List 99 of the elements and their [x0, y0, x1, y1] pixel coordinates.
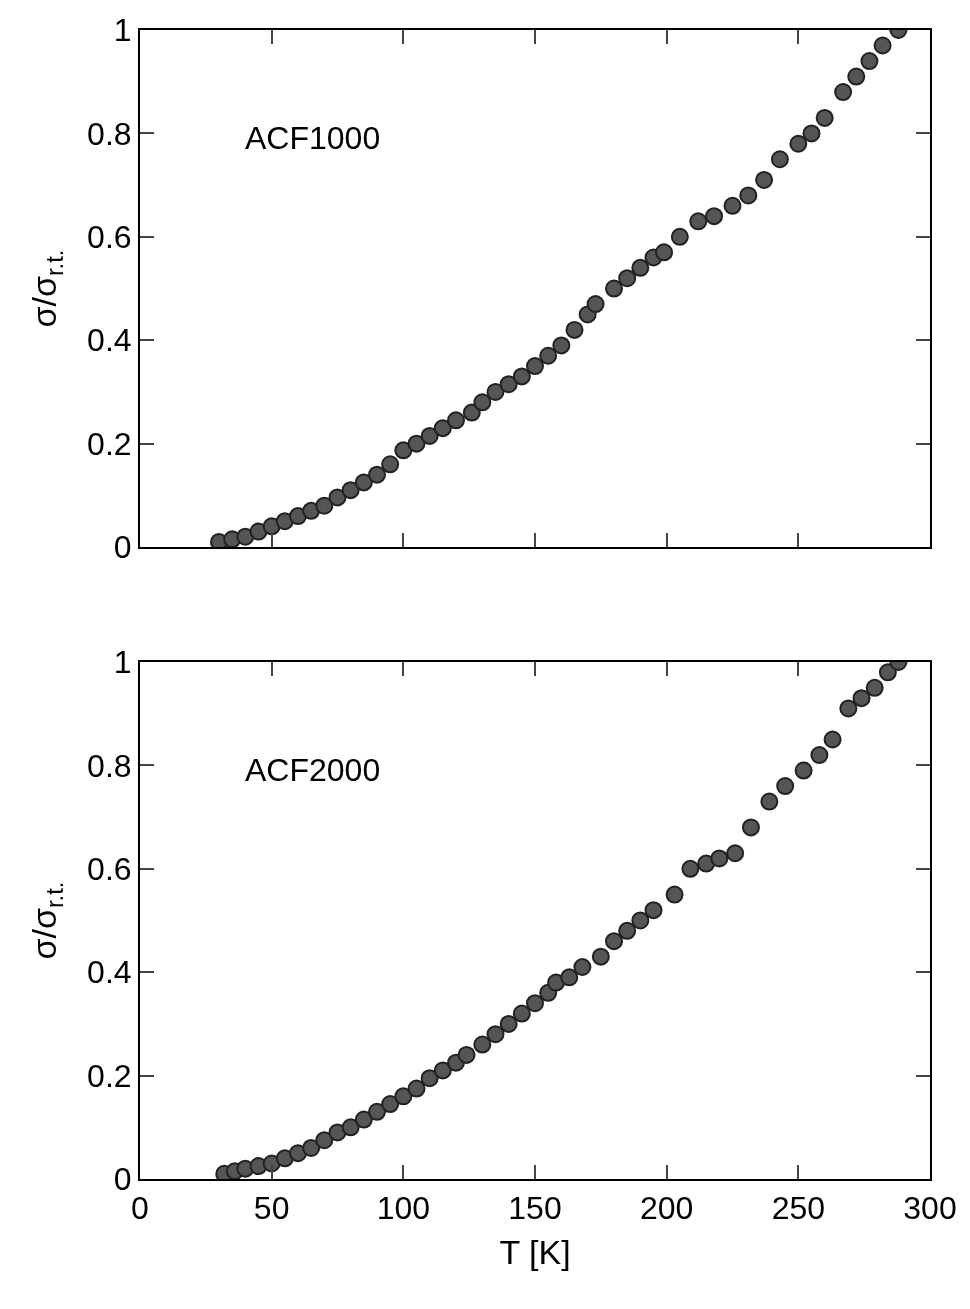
annotation: ACF1000	[245, 120, 381, 156]
point	[420, 1069, 439, 1088]
y-tick-label: 0.4	[87, 954, 132, 991]
point	[354, 1110, 373, 1129]
point	[573, 958, 592, 976]
point	[655, 243, 674, 262]
point	[631, 911, 650, 930]
point	[289, 507, 307, 526]
point	[407, 434, 426, 453]
y-tick-label: 0.8	[87, 115, 132, 152]
point	[852, 689, 871, 708]
point	[776, 777, 795, 796]
point	[802, 124, 821, 143]
point	[605, 279, 623, 298]
annotation: ACF2000	[245, 752, 381, 788]
point	[834, 83, 853, 102]
point	[447, 411, 465, 430]
x-tick-label: 50	[253, 1190, 290, 1227]
point	[741, 818, 760, 837]
y-tick-label: 1	[113, 644, 132, 681]
point	[315, 1131, 334, 1150]
y-tick-label: 0.6	[87, 850, 132, 887]
y-tick-label: 0.2	[87, 425, 132, 462]
point	[394, 1087, 413, 1106]
point	[810, 746, 829, 765]
point	[839, 699, 858, 718]
point	[486, 382, 505, 401]
point	[433, 1061, 452, 1080]
point	[473, 393, 492, 412]
point	[586, 295, 605, 314]
point	[681, 859, 700, 878]
point	[526, 357, 544, 376]
point	[873, 36, 892, 55]
point	[433, 419, 452, 438]
point	[565, 320, 584, 339]
point	[847, 67, 866, 86]
point	[486, 1025, 505, 1044]
x-tick-label: 300	[903, 1190, 957, 1227]
point	[591, 947, 610, 966]
point	[381, 1095, 400, 1114]
y-tick-label: 1	[113, 12, 132, 49]
point	[499, 1014, 518, 1033]
point	[723, 196, 742, 215]
point	[710, 849, 729, 868]
point	[462, 403, 481, 422]
point	[705, 207, 724, 226]
y-tick-label: 0	[113, 529, 132, 566]
point	[381, 455, 400, 474]
point	[368, 465, 386, 484]
point	[815, 108, 834, 127]
x-tick-label: 100	[376, 1190, 431, 1227]
point	[368, 1102, 386, 1121]
point	[315, 496, 334, 515]
point	[420, 426, 439, 445]
point	[457, 1045, 476, 1064]
point	[644, 901, 663, 920]
point	[755, 170, 774, 189]
point	[407, 1079, 426, 1098]
point	[618, 269, 637, 288]
point	[354, 473, 373, 492]
point	[341, 1118, 360, 1137]
point	[394, 441, 413, 460]
point	[302, 501, 321, 520]
point	[739, 186, 758, 205]
point	[631, 258, 650, 277]
x-tick-label: 200	[639, 1190, 694, 1227]
point	[770, 150, 789, 169]
point	[689, 212, 708, 231]
point	[670, 227, 689, 246]
point	[552, 336, 571, 355]
point	[328, 488, 347, 507]
x-tick-label: 250	[771, 1190, 826, 1227]
point	[865, 678, 884, 697]
point	[789, 134, 808, 153]
point	[473, 1035, 492, 1054]
point	[605, 932, 623, 951]
y-tick-label: 0.4	[87, 322, 132, 359]
point	[499, 375, 518, 394]
point	[526, 994, 544, 1013]
point	[760, 792, 779, 811]
y-tick-label: 0.6	[87, 219, 132, 256]
x-axis-title: T [K]	[499, 1233, 571, 1272]
point	[794, 761, 813, 780]
point	[512, 367, 531, 386]
point	[302, 1138, 321, 1157]
y-tick-label: 0.8	[87, 747, 132, 784]
point	[878, 663, 897, 682]
point	[618, 921, 637, 940]
point	[539, 346, 558, 365]
x-tick-label: 150	[508, 1190, 562, 1227]
point	[665, 885, 684, 904]
point	[860, 52, 879, 71]
point	[823, 730, 842, 749]
y-tick-label: 0.2	[87, 1057, 132, 1094]
point	[726, 844, 745, 863]
point	[512, 1004, 531, 1023]
point	[560, 968, 579, 987]
y-tick-label: 0	[113, 1161, 132, 1198]
point	[341, 481, 360, 500]
